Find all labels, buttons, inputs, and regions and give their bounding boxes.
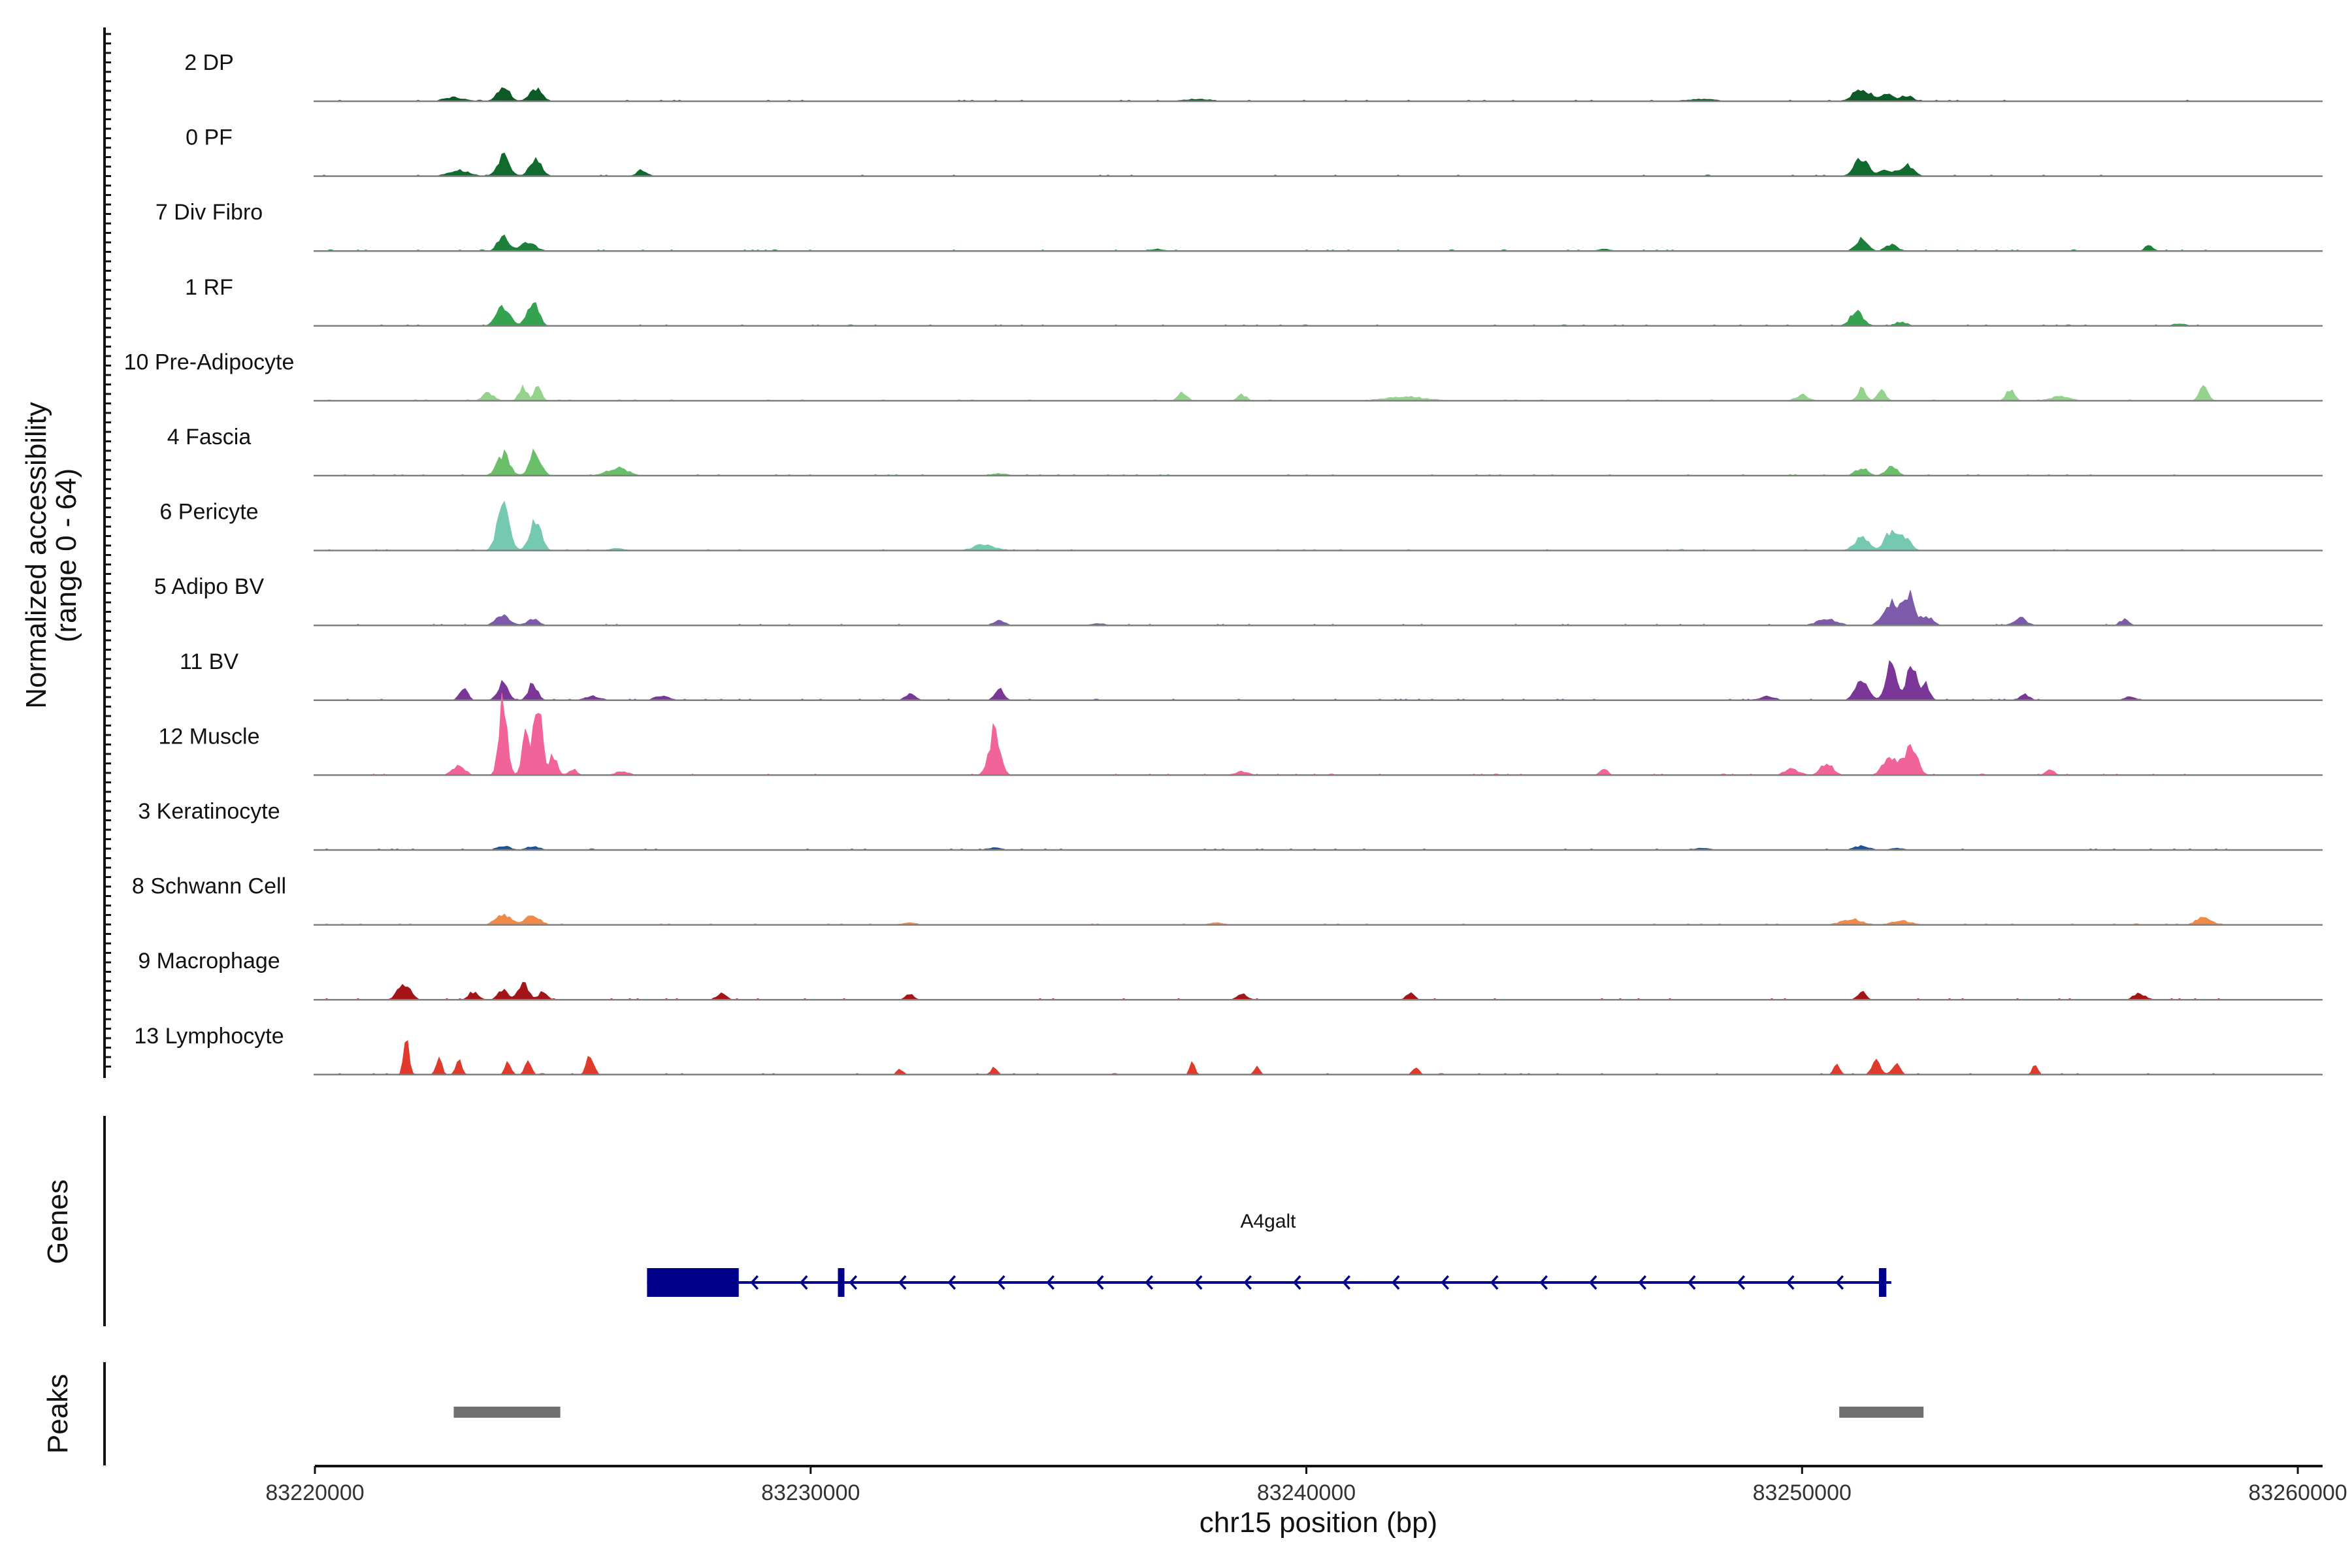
coverage-area [314, 660, 2227, 701]
strand-arrow [1539, 1275, 1548, 1290]
track-5: 4 Fascia [167, 425, 2323, 477]
coverage-area [314, 913, 2227, 926]
track-9: 12 Muscle [159, 693, 2323, 776]
coverage-area [314, 500, 2227, 551]
coverage-y-axis-title: Normalized accessibility [20, 402, 52, 708]
strand-arrow [1588, 1275, 1597, 1290]
strand-arrow [1786, 1275, 1795, 1290]
track-6: 6 Pericyte [159, 500, 2323, 551]
track-10: 3 Keratinocyte [138, 799, 2323, 851]
strand-arrow [1835, 1275, 1844, 1290]
track-label: 10 Pre-Adipocyte [124, 350, 295, 374]
track-1: 0 PF [186, 125, 2323, 177]
track-7: 5 Adipo BV [154, 574, 2323, 627]
coverage-area [314, 87, 2227, 102]
strand-arrow [1292, 1275, 1301, 1290]
gene-exon [647, 1268, 739, 1297]
x-tick-label: 83220000 [265, 1480, 364, 1505]
track-label: 12 Muscle [159, 724, 260, 749]
strand-arrow [898, 1275, 907, 1290]
strand-arrow [947, 1275, 956, 1290]
coverage-area [314, 234, 2227, 252]
strand-arrow [849, 1275, 858, 1290]
track-label: 2 DP [184, 50, 234, 75]
coverage-area [314, 152, 2227, 177]
track-label: 11 BV [180, 649, 238, 674]
peak-region [1839, 1407, 1924, 1418]
strand-arrow [1391, 1275, 1400, 1290]
strand-arrow [1046, 1275, 1055, 1290]
strand-arrow [1441, 1275, 1450, 1290]
x-axis-ticks: 83220000 83230000 83240000 83250000 83260000 [265, 1466, 2347, 1505]
peaks-panel-label: Peaks [42, 1374, 74, 1454]
track-label: 13 Lymphocyte [134, 1024, 284, 1049]
coverage-area [314, 982, 2227, 1000]
strand-arrow [1490, 1275, 1499, 1290]
track-label: 3 Keratinocyte [138, 799, 280, 824]
track-label: 5 Adipo BV [154, 574, 265, 599]
peak-region [453, 1407, 561, 1418]
x-tick-label: 83230000 [761, 1480, 860, 1505]
strand-arrow [750, 1275, 759, 1290]
gene-model: A4galt [647, 1211, 1891, 1297]
strand-arrow [1687, 1275, 1696, 1290]
strand-arrow [1145, 1275, 1154, 1290]
track-0: 2 DP [184, 50, 2323, 103]
strand-arrow [1194, 1275, 1203, 1290]
track-label: 7 Div Fibro [155, 200, 263, 225]
coverage-area [314, 302, 2227, 327]
track-2: 7 Div Fibro [155, 200, 2323, 252]
x-tick-label: 83240000 [1257, 1480, 1356, 1505]
track-label: 6 Pericyte [159, 500, 258, 525]
coverage-area [314, 448, 2227, 476]
genes-panel-label: Genes [42, 1179, 74, 1264]
peaks-layer [453, 1407, 1924, 1418]
strand-arrow [1737, 1275, 1746, 1290]
track-label: 8 Schwann Cell [132, 874, 286, 899]
coverage-y-ticks [105, 33, 111, 1068]
coverage-area [314, 693, 2227, 776]
track-13: 13 Lymphocyte [134, 1024, 2323, 1076]
track-label: 1 RF [185, 275, 233, 300]
track-label: 0 PF [186, 125, 233, 150]
coverage-y-axis-range: (range 0 - 64) [50, 468, 82, 643]
track-4: 10 Pre-Adipocyte [124, 350, 2323, 402]
strand-arrow [1243, 1275, 1252, 1290]
strand-arrow [1095, 1275, 1104, 1290]
strand-arrow [996, 1275, 1005, 1290]
strand-arrow [1342, 1275, 1351, 1290]
track-11: 8 Schwann Cell [132, 874, 2323, 926]
gene-exon [1878, 1268, 1887, 1297]
track-label: 9 Macrophage [138, 949, 280, 973]
coverage-area [314, 1040, 2227, 1075]
tracks-layer: 2 DP 0 PF 7 Div Fibro 1 RF 10 Pre-Adipocyte 4… [124, 50, 2323, 1076]
x-tick-label: 83250000 [1753, 1480, 1852, 1505]
coverage-area [314, 590, 2227, 626]
track-8: 11 BV [180, 649, 2323, 702]
track-3: 1 RF [185, 275, 2323, 327]
strand-arrow [799, 1275, 808, 1290]
gene-exon [838, 1268, 845, 1297]
x-tick-label: 83260000 [2248, 1480, 2347, 1505]
coverage-area [314, 384, 2227, 401]
x-axis-title: chr15 position (bp) [1200, 1507, 1437, 1539]
gene-name-label: A4galt [1240, 1211, 1296, 1232]
track-12: 9 Macrophage [138, 949, 2323, 1001]
strand-arrow [1638, 1275, 1647, 1290]
track-label: 4 Fascia [167, 425, 252, 449]
